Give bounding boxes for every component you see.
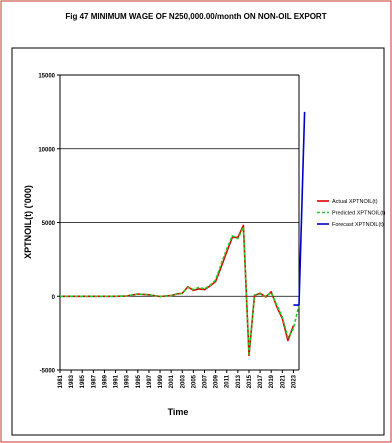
y-tick-label: 10000 bbox=[38, 147, 55, 153]
x-tick-label: 1987 bbox=[91, 374, 97, 388]
x-tick-label: 2021 bbox=[280, 374, 286, 388]
x-tick-label: 2011 bbox=[225, 374, 231, 388]
x-tick-label: 1981 bbox=[58, 374, 64, 388]
chart-title: Fig 47 MINIMUM WAGE OF N250,000.00/month… bbox=[65, 12, 326, 21]
x-tick-label: 1985 bbox=[80, 374, 86, 388]
x-tick-label: 1995 bbox=[136, 374, 142, 388]
x-tick-label: 2009 bbox=[214, 374, 220, 388]
x-tick-label: 2023 bbox=[291, 374, 297, 388]
x-tick-label: 2003 bbox=[180, 374, 186, 388]
x-tick-label: 2007 bbox=[203, 374, 209, 388]
legend-label-actual: Actual XPTNOIL(t) bbox=[332, 199, 378, 205]
x-tick-label: 2001 bbox=[169, 374, 175, 388]
x-tick-label: 1989 bbox=[102, 374, 108, 388]
x-tick-label: 2017 bbox=[258, 374, 264, 388]
legend-label-predicted: Predicted XPTNOIL(t) bbox=[332, 211, 386, 217]
legend: Actual XPTNOIL(t) Predicted XPTNOIL(t) For… bbox=[317, 199, 386, 228]
y-tick-label: 15000 bbox=[38, 74, 55, 80]
x-tick-label: 1983 bbox=[69, 374, 75, 388]
x-tick-label: 2013 bbox=[236, 374, 242, 388]
x-tick-label: 1991 bbox=[114, 374, 120, 388]
y-axis-label: XPTNOIL(t) ('000) bbox=[23, 185, 33, 259]
x-tick-label: 2019 bbox=[269, 374, 275, 388]
series-line-predicted bbox=[60, 226, 300, 355]
x-tick-label: 2015 bbox=[247, 374, 253, 388]
series-line-forecast bbox=[293, 111, 306, 306]
x-axis-label: Time bbox=[168, 407, 189, 417]
x-tick-label: 1993 bbox=[125, 374, 131, 388]
y-tick-label: -5000 bbox=[40, 369, 56, 375]
legend-label-forecast: Forecast XPTNOIL(t) bbox=[332, 222, 384, 228]
x-tick-label: 2005 bbox=[191, 374, 197, 388]
x-tick-label: 1997 bbox=[147, 374, 153, 388]
y-tick-label: 5000 bbox=[42, 221, 56, 227]
x-tick-label: 1999 bbox=[158, 374, 164, 388]
y-tick-label: 0 bbox=[52, 295, 56, 301]
